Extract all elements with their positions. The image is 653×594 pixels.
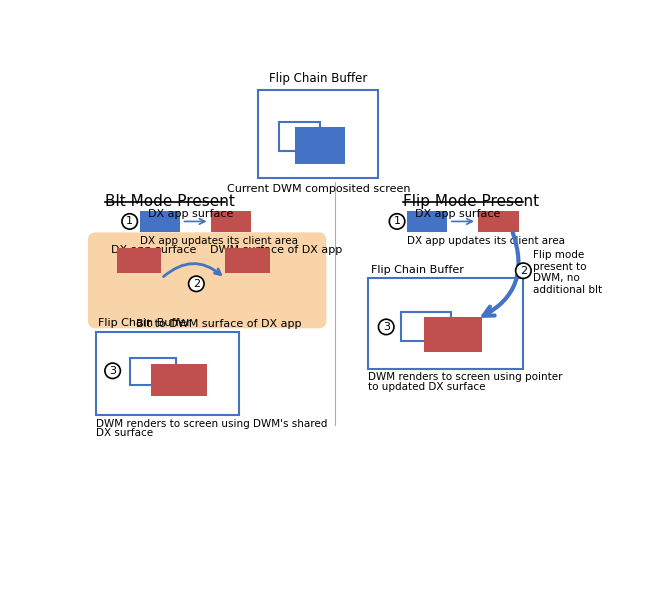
Bar <box>140 211 180 232</box>
Text: 1: 1 <box>126 216 133 226</box>
Circle shape <box>189 276 204 292</box>
Bar <box>259 90 379 178</box>
Bar <box>279 122 319 151</box>
Text: to updated DX surface: to updated DX surface <box>368 381 486 391</box>
Text: Flip Chain Buffer: Flip Chain Buffer <box>98 318 191 328</box>
Bar <box>130 358 176 386</box>
Circle shape <box>516 263 531 279</box>
Circle shape <box>105 363 120 378</box>
Bar <box>479 211 518 232</box>
Text: Current DWM composited screen: Current DWM composited screen <box>227 185 410 194</box>
Circle shape <box>122 214 137 229</box>
Text: 3: 3 <box>109 366 116 376</box>
Text: DX surface: DX surface <box>95 428 153 438</box>
Text: 2: 2 <box>193 279 200 289</box>
Text: Flip Chain Buffer: Flip Chain Buffer <box>269 72 368 85</box>
Bar <box>211 211 251 232</box>
Text: Blt to DWM surface of DX app: Blt to DWM surface of DX app <box>136 319 302 329</box>
Text: DX app updates its client area: DX app updates its client area <box>407 236 565 246</box>
Bar <box>295 128 345 165</box>
Bar <box>225 248 270 273</box>
Text: 1: 1 <box>394 216 400 226</box>
Text: Blt Mode Present: Blt Mode Present <box>105 194 234 208</box>
Text: Flip Chain Buffer: Flip Chain Buffer <box>371 264 464 274</box>
Text: DX app surface: DX app surface <box>415 209 500 219</box>
Text: DWM surface of DX app: DWM surface of DX app <box>210 245 342 255</box>
Circle shape <box>389 214 405 229</box>
Text: Flip mode
present to
DWM, no
additional blt: Flip mode present to DWM, no additional … <box>533 250 602 295</box>
Text: 3: 3 <box>383 322 390 332</box>
Bar <box>116 248 161 273</box>
Text: DX app updates its client area: DX app updates its client area <box>140 236 298 246</box>
Bar <box>368 277 523 368</box>
Bar <box>151 364 207 396</box>
Text: Flip Mode Present: Flip Mode Present <box>404 194 539 208</box>
Text: 2: 2 <box>520 266 527 276</box>
Text: DX app surface: DX app surface <box>148 209 233 219</box>
Circle shape <box>379 319 394 334</box>
Bar <box>401 311 451 341</box>
FancyBboxPatch shape <box>89 234 325 327</box>
Text: DWM renders to screen using DWM's shared: DWM renders to screen using DWM's shared <box>95 419 327 428</box>
Text: DWM renders to screen using pointer: DWM renders to screen using pointer <box>368 372 563 383</box>
Bar <box>407 211 447 232</box>
Text: DX app surface: DX app surface <box>111 245 197 255</box>
Bar <box>95 331 239 415</box>
Bar <box>424 317 483 352</box>
